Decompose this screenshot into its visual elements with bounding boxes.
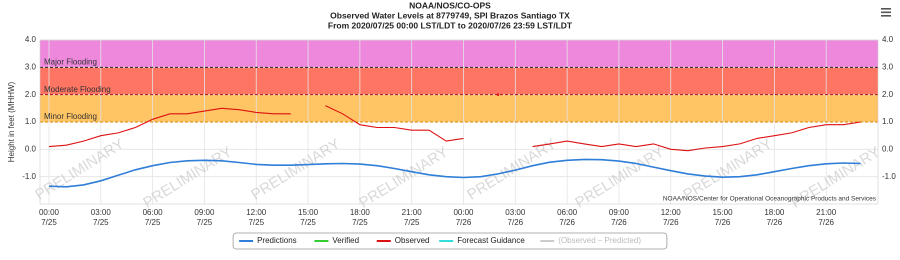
x-tick-label: 21:00: [402, 208, 423, 217]
x-tick-date: 7/26: [611, 218, 627, 227]
x-tick-date: 7/25: [93, 218, 109, 227]
y2-tick-label: -1.0: [882, 172, 896, 181]
chart-title: From 2020/07/25 00:00 LST/LDT to 2020/07…: [328, 20, 573, 30]
series-line: [48, 158, 861, 188]
series-line: [532, 121, 861, 152]
y-tick-label: 4.0: [25, 35, 37, 44]
series-line: [48, 107, 291, 148]
series-line: [325, 105, 464, 142]
legend-item[interactable]: Predictions: [239, 236, 297, 245]
threshold-label: Minor Flooding: [44, 112, 97, 121]
chart-title: Observed Water Levels at 8779749, SPI Br…: [330, 10, 570, 20]
y-axis-label: Height in feet (MHHW): [7, 81, 16, 162]
y-tick-label: -1.0: [22, 172, 36, 181]
y2-tick-label: 0.0: [882, 144, 894, 153]
flood-band: [40, 40, 878, 68]
menu-button[interactable]: [880, 6, 892, 18]
x-tick-label: 06:00: [557, 208, 578, 217]
x-tick-label: 09:00: [609, 208, 630, 217]
x-tick-date: 7/26: [767, 218, 783, 227]
y-tick-label: 0.0: [25, 144, 37, 153]
x-tick-label: 03:00: [91, 208, 112, 217]
x-tick-date: 7/25: [197, 218, 213, 227]
watermark: PRELIMINARY: [248, 135, 343, 203]
x-tick-date: 7/25: [404, 218, 420, 227]
y-tick-label: 3.0: [25, 62, 37, 71]
threshold-label: Major Flooding: [44, 57, 97, 66]
watermark: PRELIMINARY: [464, 135, 559, 203]
x-tick-date: 7/26: [456, 218, 472, 227]
y2-tick-label: 4.0: [882, 35, 894, 44]
x-tick-label: 15:00: [713, 208, 734, 217]
x-tick-label: 09:00: [194, 208, 215, 217]
x-tick-label: 00:00: [453, 208, 474, 217]
watermark: PRELIMINARY: [356, 143, 451, 211]
y-tick-label: 2.0: [25, 90, 37, 99]
legend: Predictions Verified Observed Forecast Guid…: [232, 232, 668, 250]
legend-item[interactable]: Verified: [314, 236, 359, 245]
x-tick-date: 7/25: [248, 218, 264, 227]
chart-title: NOAA/NOS/CO-OPS: [409, 0, 491, 10]
y2-tick-label: 2.0: [882, 90, 894, 99]
legend-item[interactable]: (Observed – Predicted): [540, 236, 641, 245]
legend-item[interactable]: Forecast Guidance: [439, 236, 525, 245]
legend-label: Verified: [332, 236, 359, 245]
x-tick-label: 18:00: [350, 208, 371, 217]
x-tick-label: 06:00: [143, 208, 164, 217]
legend-label: Forecast Guidance: [457, 236, 525, 245]
x-tick-date: 7/26: [715, 218, 731, 227]
x-tick-label: 15:00: [298, 208, 319, 217]
legend-label: (Observed – Predicted): [558, 236, 641, 245]
x-tick-label: 21:00: [816, 208, 837, 217]
x-tick-date: 7/26: [559, 218, 575, 227]
x-tick-date: 7/25: [300, 218, 316, 227]
x-tick-date: 7/26: [663, 218, 679, 227]
x-tick-label: 12:00: [246, 208, 267, 217]
legend-label: Observed: [395, 236, 430, 245]
flood-band: [40, 94, 878, 122]
watermark: PRELIMINARY: [140, 143, 235, 211]
x-tick-label: 18:00: [764, 208, 785, 217]
x-tick-date: 7/25: [352, 218, 368, 227]
watermark: PRELIMINARY: [32, 135, 127, 203]
credit: NOAA/NOS/Center for Operational Oceanogr…: [663, 196, 877, 203]
flood-band: [40, 67, 878, 95]
legend-label: Predictions: [257, 236, 297, 245]
y2-tick-label: 3.0: [882, 62, 894, 71]
plot-border: [39, 39, 879, 205]
x-tick-label: 12:00: [661, 208, 682, 217]
threshold-label: Moderate Flooding: [44, 85, 111, 94]
x-tick-date: 7/25: [145, 218, 161, 227]
watermark: PRELIMINARY: [572, 143, 667, 211]
data-point: [496, 93, 500, 96]
legend-item[interactable]: Observed: [376, 236, 430, 245]
x-tick-label: 03:00: [505, 208, 526, 217]
x-tick-date: 7/25: [41, 218, 57, 227]
x-tick-date: 7/26: [508, 218, 524, 227]
x-tick-label: 00:00: [39, 208, 60, 217]
x-tick-date: 7/26: [818, 218, 834, 227]
y2-tick-label: 1.0: [882, 117, 894, 126]
y-tick-label: 1.0: [25, 117, 37, 126]
